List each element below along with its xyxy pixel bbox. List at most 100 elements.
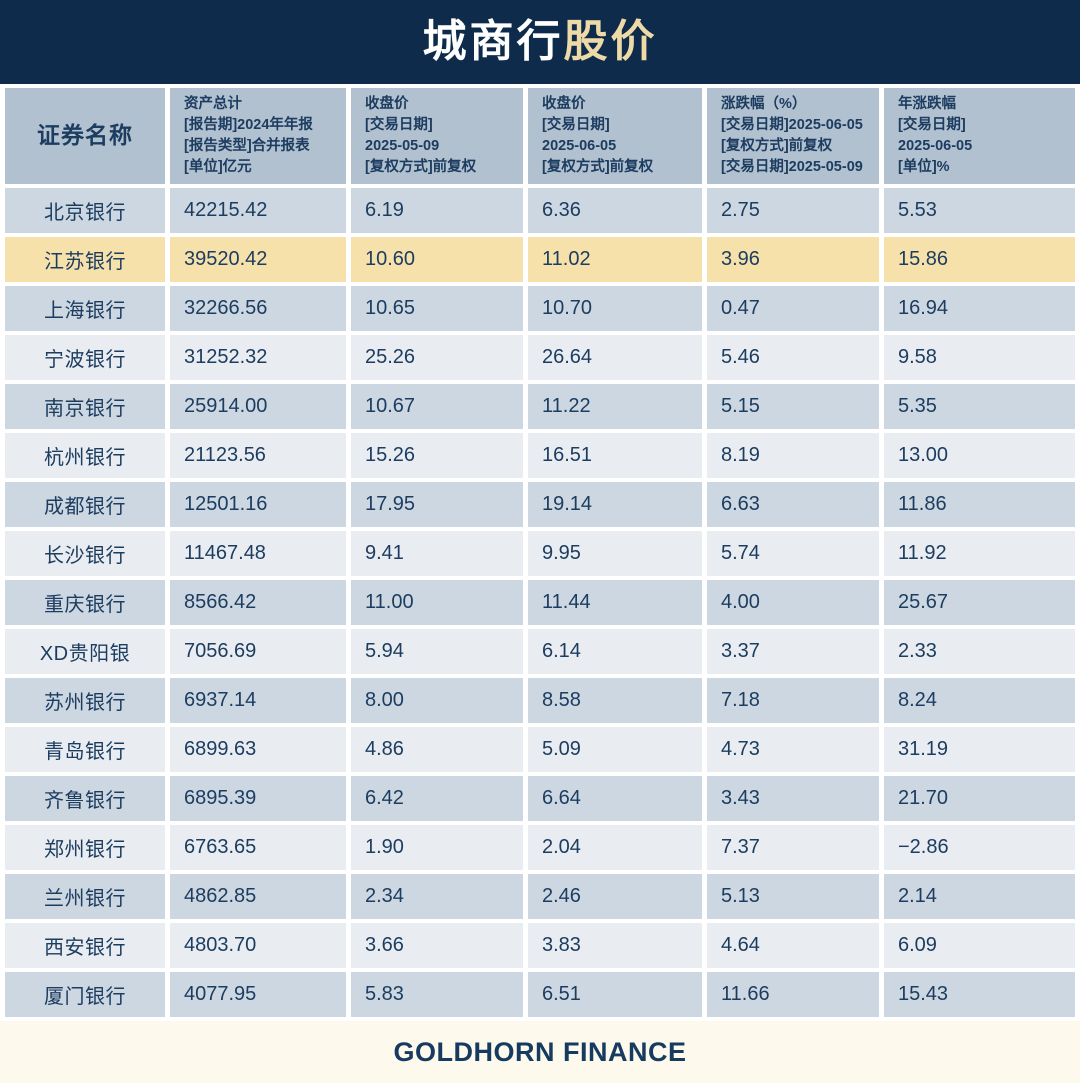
cell-ytd-change-pct: 21.70 [884, 776, 1075, 822]
cell-change-pct: 4.73 [707, 727, 879, 773]
table-header: 证券名称 资产总计 [报告期]2024年年报 [报告类型]合并报表 [单位]亿元 收盘价 [… [5, 88, 1075, 185]
cell-security-name: 重庆银行 [5, 580, 165, 626]
cell-close-price-2025-05-09: 15.26 [351, 433, 523, 479]
header-line: [单位]% [898, 159, 950, 176]
cell-total-assets: 6763.65 [170, 825, 346, 871]
cell-ytd-change-pct: 9.58 [884, 335, 1075, 381]
footer: GOLDHORN FINANCE [0, 1021, 1080, 1083]
cell-total-assets: 21123.56 [170, 433, 346, 479]
header-line: 证券名称 [37, 122, 133, 149]
cell-ytd-change-pct: 6.09 [884, 923, 1075, 969]
cell-security-name: 江苏银行 [5, 237, 165, 283]
cell-close-price-2025-06-05: 8.58 [528, 678, 702, 724]
table-row: 苏州银行 6937.14 8.00 8.58 7.18 8.24 [5, 678, 1075, 724]
title-text-accent: 股价 [563, 17, 658, 66]
column-header-total-assets: 资产总计 [报告期]2024年年报 [报告类型]合并报表 [单位]亿元 [170, 88, 346, 185]
header-line: [交易日期] [365, 117, 433, 134]
cell-security-name: 兰州银行 [5, 874, 165, 920]
cell-change-pct: 5.15 [707, 384, 879, 430]
cell-change-pct: 4.64 [707, 923, 879, 969]
cell-change-pct: 4.00 [707, 580, 879, 626]
cell-ytd-change-pct: 2.14 [884, 874, 1075, 920]
cell-total-assets: 7056.69 [170, 629, 346, 675]
column-header-ytd-change-pct: 年涨跌幅 [交易日期] 2025-06-05 [单位]% [884, 88, 1075, 185]
cell-security-name: 西安银行 [5, 923, 165, 969]
cell-ytd-change-pct: 2.33 [884, 629, 1075, 675]
cell-close-price-2025-05-09: 25.26 [351, 335, 523, 381]
column-header-close-price-2025-05-09: 收盘价 [交易日期] 2025-05-09 [复权方式]前复权 [351, 88, 523, 185]
cell-ytd-change-pct: 16.94 [884, 286, 1075, 332]
table-row: XD贵阳银 7056.69 5.94 6.14 3.37 2.33 [5, 629, 1075, 675]
cell-close-price-2025-06-05: 6.14 [528, 629, 702, 675]
table-row: 重庆银行 8566.42 11.00 11.44 4.00 25.67 [5, 580, 1075, 626]
cell-close-price-2025-06-05: 11.44 [528, 580, 702, 626]
cell-security-name: 上海银行 [5, 286, 165, 332]
cell-close-price-2025-06-05: 16.51 [528, 433, 702, 479]
cell-ytd-change-pct: 11.86 [884, 482, 1075, 528]
header-line: 收盘价 [365, 96, 409, 112]
cell-ytd-change-pct: 5.35 [884, 384, 1075, 430]
cell-close-price-2025-06-05: 3.83 [528, 923, 702, 969]
cell-close-price-2025-06-05: 2.04 [528, 825, 702, 871]
cell-total-assets: 6899.63 [170, 727, 346, 773]
cell-change-pct: 7.37 [707, 825, 879, 871]
cell-ytd-change-pct: 25.67 [884, 580, 1075, 626]
cell-total-assets: 6895.39 [170, 776, 346, 822]
cell-total-assets: 11467.48 [170, 531, 346, 577]
bank-stock-table: 证券名称 资产总计 [报告期]2024年年报 [报告类型]合并报表 [单位]亿元 收盘价 [… [0, 84, 1080, 1022]
column-header-close-price-2025-06-05: 收盘价 [交易日期] 2025-06-05 [复权方式]前复权 [528, 88, 702, 185]
table-row: 青岛银行 6899.63 4.86 5.09 4.73 31.19 [5, 727, 1075, 773]
cell-close-price-2025-05-09: 10.60 [351, 237, 523, 283]
cell-security-name: 成都银行 [5, 482, 165, 528]
cell-total-assets: 39520.42 [170, 237, 346, 283]
header-line: 年涨跌幅 [898, 96, 956, 112]
cell-security-name: 苏州银行 [5, 678, 165, 724]
cell-change-pct: 3.37 [707, 629, 879, 675]
table-row: 江苏银行 39520.42 10.60 11.02 3.96 15.86 [5, 237, 1075, 283]
cell-change-pct: 3.43 [707, 776, 879, 822]
header-line: [交易日期] [898, 117, 966, 134]
cell-close-price-2025-05-09: 6.19 [351, 188, 523, 234]
header-line: 资产总计 [184, 96, 242, 112]
table-row: 南京银行 25914.00 10.67 11.22 5.15 5.35 [5, 384, 1075, 430]
cell-total-assets: 4803.70 [170, 923, 346, 969]
table-row: 杭州银行 21123.56 15.26 16.51 8.19 13.00 [5, 433, 1075, 479]
brand-text: GOLDHORN FINANCE [393, 1036, 687, 1067]
cell-change-pct: 0.47 [707, 286, 879, 332]
cell-close-price-2025-05-09: 1.90 [351, 825, 523, 871]
cell-close-price-2025-05-09: 9.41 [351, 531, 523, 577]
cell-close-price-2025-05-09: 10.67 [351, 384, 523, 430]
cell-close-price-2025-05-09: 5.94 [351, 629, 523, 675]
column-header-security-name: 证券名称 [5, 88, 165, 185]
cell-total-assets: 6937.14 [170, 678, 346, 724]
cell-total-assets: 8566.42 [170, 580, 346, 626]
header-line: 收盘价 [542, 96, 586, 112]
cell-change-pct: 8.19 [707, 433, 879, 479]
cell-security-name: 杭州银行 [5, 433, 165, 479]
cell-close-price-2025-06-05: 11.02 [528, 237, 702, 283]
table-row: 西安银行 4803.70 3.66 3.83 4.64 6.09 [5, 923, 1075, 969]
table-header-row: 证券名称 资产总计 [报告期]2024年年报 [报告类型]合并报表 [单位]亿元 收盘价 [… [5, 88, 1075, 185]
cell-security-name: 宁波银行 [5, 335, 165, 381]
cell-close-price-2025-05-09: 4.86 [351, 727, 523, 773]
cell-close-price-2025-06-05: 6.51 [528, 972, 702, 1018]
table-body: 北京银行 42215.42 6.19 6.36 2.75 5.53 江苏银行 39520.42… [5, 188, 1075, 1018]
cell-change-pct: 7.18 [707, 678, 879, 724]
cell-change-pct: 5.74 [707, 531, 879, 577]
cell-change-pct: 5.46 [707, 335, 879, 381]
cell-ytd-change-pct: 13.00 [884, 433, 1075, 479]
header-line: [交易日期] [542, 117, 610, 134]
header-line: [交易日期]2025-05-09 [721, 159, 863, 176]
table-row: 郑州银行 6763.65 1.90 2.04 7.37 −2.86 [5, 825, 1075, 871]
cell-security-name: 郑州银行 [5, 825, 165, 871]
header-line: [单位]亿元 [184, 159, 252, 176]
header-line: [交易日期]2025-06-05 [721, 117, 863, 134]
header-line: 2025-06-05 [542, 138, 617, 155]
table-row: 上海银行 32266.56 10.65 10.70 0.47 16.94 [5, 286, 1075, 332]
cell-security-name: 北京银行 [5, 188, 165, 234]
cell-close-price-2025-06-05: 2.46 [528, 874, 702, 920]
table-row: 齐鲁银行 6895.39 6.42 6.64 3.43 21.70 [5, 776, 1075, 822]
cell-change-pct: 3.96 [707, 237, 879, 283]
cell-close-price-2025-06-05: 10.70 [528, 286, 702, 332]
cell-security-name: 齐鲁银行 [5, 776, 165, 822]
